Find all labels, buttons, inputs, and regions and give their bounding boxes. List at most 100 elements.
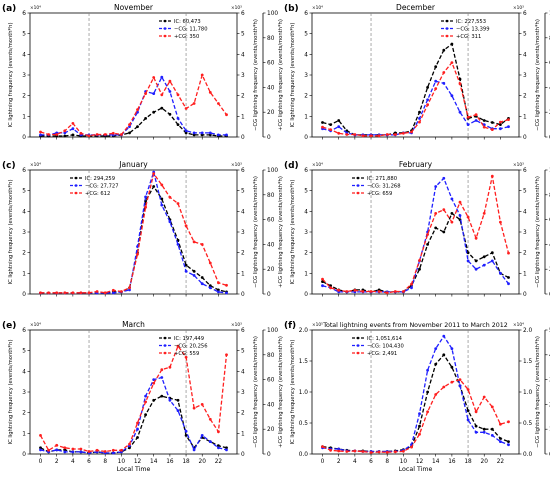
data-point-neg — [111, 291, 115, 295]
data-point-neg — [192, 131, 196, 135]
data-point-ic — [329, 123, 332, 126]
data-point-pos — [466, 215, 470, 219]
data-point-pos — [499, 120, 502, 124]
panel-label: (b) — [284, 4, 299, 14]
y-mid-tick-label: 1 — [523, 114, 527, 120]
data-point-pos — [321, 277, 324, 281]
y-mid-tick-label: 0 — [241, 135, 245, 141]
data-point-neg — [63, 450, 67, 454]
x-tick-label: 6 — [87, 459, 91, 465]
legend-marker-neg — [74, 184, 78, 187]
data-point-pos — [450, 380, 454, 384]
y-mid-tick-label: 3 — [523, 230, 527, 236]
data-point-pos — [434, 87, 438, 90]
legend-marker-ic — [163, 336, 167, 340]
data-point-pos — [434, 393, 438, 396]
data-point-neg — [192, 274, 196, 277]
data-point-pos — [111, 448, 115, 452]
data-point-pos — [490, 174, 494, 178]
data-point-pos — [466, 115, 470, 119]
data-point-ic — [217, 444, 220, 448]
y-right-axis-label: +CG lightning frequency (events/month*h) — [278, 336, 284, 448]
data-point-neg — [426, 98, 429, 102]
data-point-neg — [208, 440, 212, 443]
x-tick-label: 18 — [464, 459, 472, 465]
data-point-neg — [128, 288, 131, 292]
legend-label-pos: +CG: 659 — [367, 191, 392, 197]
data-point-neg — [152, 378, 156, 381]
y-mid-multiplier: ×10⁴ — [513, 322, 524, 328]
data-point-pos — [192, 240, 196, 244]
data-point-pos — [393, 133, 397, 136]
data-point-neg — [200, 282, 204, 286]
y-left-tick-label: 0 — [304, 135, 308, 141]
y-right-tick-label: 0 — [267, 452, 271, 458]
y-left-multiplier: ×10⁴ — [30, 322, 41, 328]
data-point-ic — [482, 119, 486, 122]
x-tick-label: 20 — [199, 459, 207, 465]
data-point-ic — [128, 131, 131, 135]
data-point-pos — [507, 251, 510, 255]
data-point-pos — [63, 446, 67, 450]
data-point-pos — [474, 113, 478, 117]
data-point-pos — [393, 290, 397, 293]
data-point-pos — [111, 131, 115, 135]
legend-label-neg: −CG: 27,727 — [85, 184, 119, 190]
y-left-tick-label: 0 — [22, 135, 26, 141]
panel-c: (c) January 0 1 2 3 4 5 6 ×10⁴ IC lightning freque… — [2, 160, 284, 298]
x-tick-label: 2 — [55, 459, 59, 465]
data-point-neg — [434, 79, 438, 83]
data-point-neg — [450, 347, 454, 350]
y-mid-tick-label: 6 — [241, 168, 245, 174]
y-left-axis-label: IC lightning frequency (events/month*h) — [290, 340, 296, 445]
data-point-neg — [192, 448, 196, 452]
data-point-ic — [490, 251, 494, 255]
y-right-tick-label: 40 — [267, 402, 275, 408]
data-point-ic — [434, 226, 438, 230]
y-left-axis-label: IC lightning frequency (events/month*h) — [8, 23, 14, 128]
data-point-pos — [152, 76, 156, 79]
data-point-neg — [71, 127, 75, 131]
data-point-ic — [507, 276, 510, 279]
data-point-pos — [103, 450, 107, 453]
plot-frame — [29, 169, 238, 295]
y-mid-tick-label: 0 — [523, 135, 527, 141]
y-mid-tick-label: 4 — [241, 52, 245, 58]
data-point-pos — [507, 420, 510, 424]
x-tick-label: 22 — [497, 459, 505, 465]
data-point-pos — [217, 281, 220, 285]
legend-label-neg: −CG: 31,268 — [367, 184, 401, 190]
data-point-ic — [176, 123, 180, 126]
data-point-neg — [128, 125, 131, 129]
data-point-pos — [63, 129, 67, 133]
data-point-pos — [160, 368, 164, 372]
data-point-ic — [345, 129, 349, 133]
data-point-pos — [120, 290, 123, 293]
y-mid-tick-label: 0 — [241, 452, 245, 458]
y-right-tick-label: 60 — [267, 61, 275, 67]
data-point-neg — [466, 259, 470, 263]
data-point-pos — [369, 451, 373, 454]
x-tick-label: 4 — [71, 459, 75, 465]
legend-marker-neg — [163, 344, 167, 347]
data-point-neg — [337, 125, 341, 129]
y-left-tick-label: 2 — [304, 94, 308, 100]
y-left-tick-label: 4 — [22, 209, 26, 215]
y-mid-tick-label: 0.5 — [523, 421, 533, 427]
y-mid-multiplier: ×10³ — [231, 5, 242, 11]
data-point-pos — [377, 450, 381, 454]
y-right-tick-label: 40 — [267, 242, 275, 248]
data-point-pos — [200, 243, 204, 246]
data-point-pos — [152, 381, 156, 385]
data-point-pos — [128, 123, 131, 126]
y-left-tick-label: 2 — [22, 94, 26, 100]
legend-label-ic: IC: 227,553 — [456, 19, 486, 25]
y-mid-tick-label: 4 — [523, 52, 527, 58]
y-mid-tick-label: 2 — [241, 94, 245, 100]
data-point-neg — [136, 427, 139, 431]
y-mid-tick-label: 1 — [241, 431, 245, 437]
data-point-ic — [418, 110, 421, 114]
y-mid-tick-label: 6 — [523, 11, 527, 17]
legend-label-pos: +CG: 612 — [85, 191, 110, 197]
data-point-pos — [144, 205, 148, 209]
